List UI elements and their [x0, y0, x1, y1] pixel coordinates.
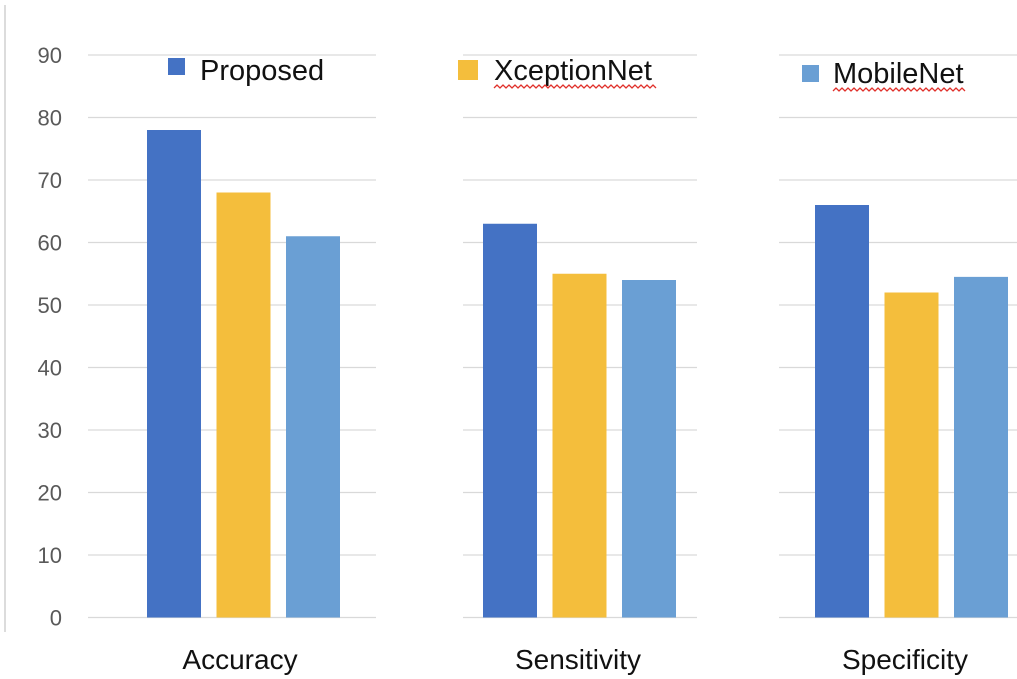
category-label: Specificity	[842, 644, 968, 675]
bar-mobilenet-specificity	[954, 276, 1008, 618]
y-tick-label: 90	[38, 43, 62, 68]
y-tick-label: 70	[38, 168, 62, 193]
legend-swatch-proposed	[168, 58, 185, 75]
legend: Proposed XceptionNet MobileNet	[168, 55, 966, 92]
y-tick-label: 80	[38, 106, 62, 131]
x-axis-categories: Accuracy Sensitivity Specificity	[182, 644, 968, 675]
y-tick-label: 20	[38, 481, 62, 506]
y-tick-label: 60	[38, 231, 62, 256]
y-axis-ticks: 0 10 20 30 40 50 60 70 80 90	[38, 43, 62, 631]
y-tick-label: 10	[38, 543, 62, 568]
bar-xceptionnet-sensitivity	[552, 273, 607, 618]
category-label: Accuracy	[182, 644, 297, 675]
legend-swatch-mobilenet	[802, 65, 819, 82]
y-tick-label: 0	[50, 606, 62, 631]
legend-label-xceptionnet: XceptionNet	[494, 55, 652, 87]
legend-label-proposed: Proposed	[200, 55, 324, 87]
legend-swatch-xceptionnet	[458, 60, 478, 80]
bar-xceptionnet-specificity	[884, 292, 939, 618]
bar-proposed-specificity	[815, 205, 869, 618]
bar-proposed-sensitivity	[483, 223, 537, 618]
y-tick-label: 30	[38, 418, 62, 443]
legend-label-mobilenet: MobileNet	[833, 58, 964, 90]
bar-xceptionnet-accuracy	[216, 192, 271, 618]
y-tick-label: 40	[38, 356, 62, 381]
bar-mobilenet-sensitivity	[622, 280, 676, 618]
y-tick-label: 50	[38, 293, 62, 318]
bars	[147, 130, 1008, 618]
category-label: Sensitivity	[515, 644, 641, 675]
spellcheck-underline	[493, 84, 657, 89]
bar-mobilenet-accuracy	[286, 236, 340, 618]
spellcheck-underline	[832, 87, 966, 92]
bar-proposed-accuracy	[147, 130, 201, 618]
